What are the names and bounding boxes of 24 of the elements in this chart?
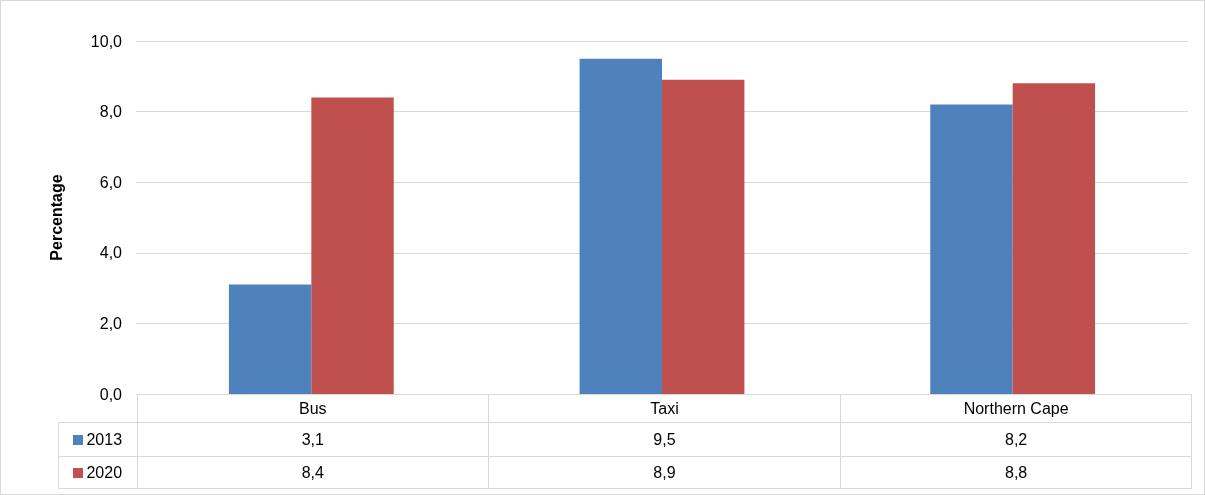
x-tick-label: Taxi <box>488 394 841 423</box>
y-tick-label: 4,0 <box>99 244 123 262</box>
bar <box>311 97 394 394</box>
x-tick-label: Northern Cape <box>840 394 1192 423</box>
x-tick-label: Bus <box>137 394 489 423</box>
y-tick-label: 0,0 <box>99 385 123 403</box>
data-label: 3,1 <box>137 422 489 457</box>
y-tick-label: 6,0 <box>99 173 123 191</box>
data-label: 8,8 <box>840 456 1192 489</box>
data-label: 9,5 <box>488 422 841 457</box>
legend-label: 2020 <box>58 456 137 489</box>
bar <box>228 284 312 394</box>
bar <box>662 79 745 394</box>
y-tick-label: 2,0 <box>99 314 123 332</box>
legend-label: 2013 <box>58 422 137 457</box>
bar <box>930 104 1013 394</box>
bar <box>1012 83 1096 394</box>
y-tick-label: 8,0 <box>99 103 123 121</box>
data-label: 8,9 <box>488 456 841 489</box>
y-tick-label: 10,0 <box>90 32 123 50</box>
bar <box>579 58 662 394</box>
data-label: 8,2 <box>840 422 1192 457</box>
data-label: 8,4 <box>137 456 489 489</box>
y-axis-title: Percentage <box>47 174 65 261</box>
